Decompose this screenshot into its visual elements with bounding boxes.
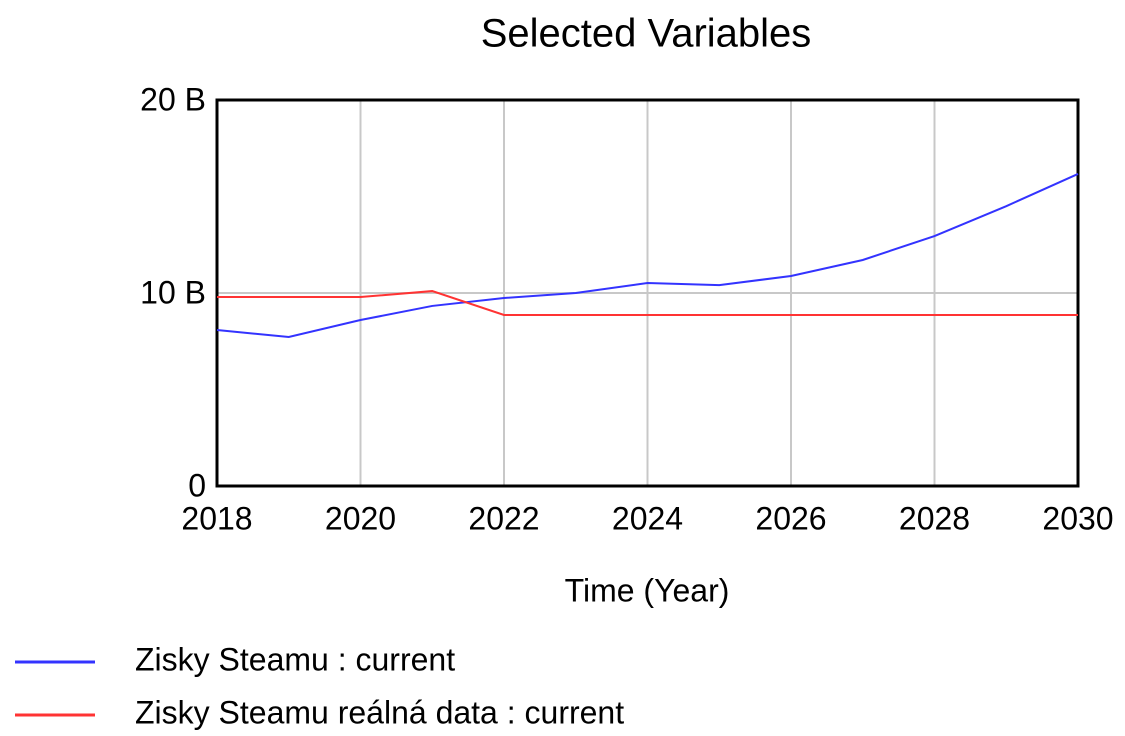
series-line (216, 173, 1079, 339)
x-tick-label: 2018 (181, 500, 252, 536)
legend-label: Zisky Steamu reálná data : current (135, 694, 624, 730)
x-tick-label: 2030 (1042, 500, 1113, 536)
x-axis-label: Time (Year) (565, 572, 730, 608)
x-tick-label: 2028 (899, 500, 970, 536)
legend-label: Zisky Steamu : current (135, 641, 455, 677)
x-tick-label: 2024 (612, 500, 683, 536)
y-tick-label: 0 (188, 467, 206, 503)
x-tick-label: 2022 (468, 500, 539, 536)
y-tick-label: 20 B (140, 81, 206, 117)
plot-frame (215, 98, 1080, 488)
y-tick-label: 10 B (140, 274, 206, 310)
x-tick-label: 2026 (755, 500, 826, 536)
series-line (217, 290, 1078, 317)
chart-title: Selected Variables (481, 12, 812, 56)
x-tick-label: 2020 (325, 500, 396, 536)
